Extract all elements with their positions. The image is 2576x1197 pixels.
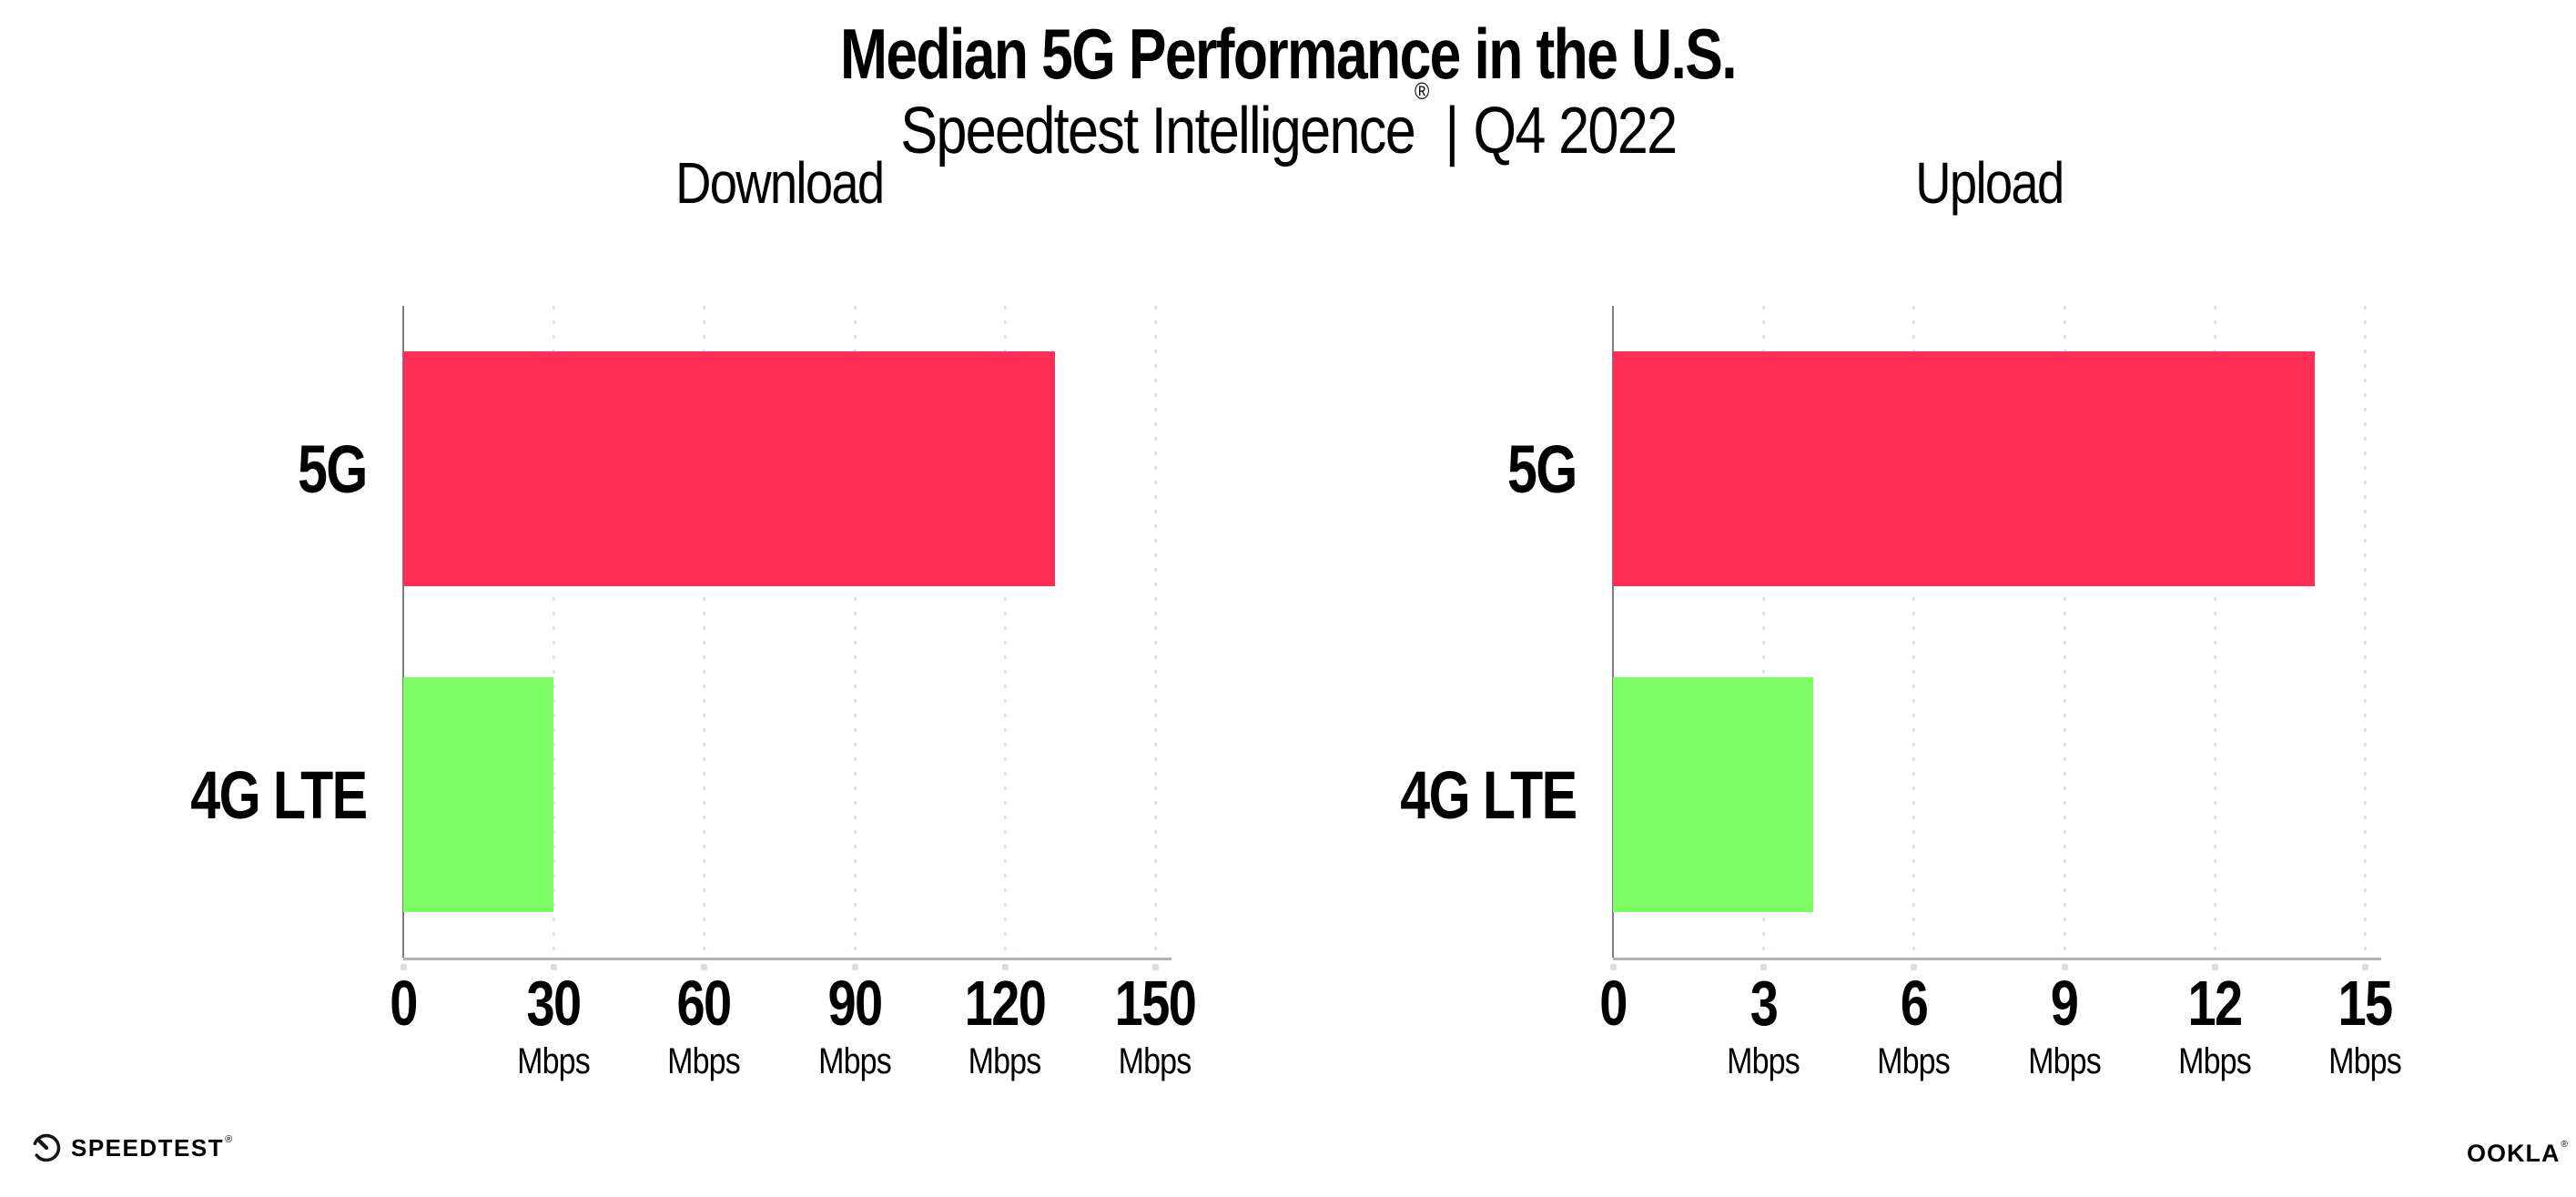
axis-tick-dot	[401, 964, 407, 970]
gridline	[2364, 306, 2367, 958]
x-tick-value: 60	[676, 968, 733, 1039]
axis-tick-dot	[1152, 964, 1159, 970]
x-tick-unit: Mbps	[1877, 1040, 1952, 1081]
upload-plot-area	[1610, 306, 2368, 970]
x-tick-unit: Mbps	[1119, 1040, 1192, 1081]
upload-chart-title: Upload	[1914, 150, 2064, 216]
category-label-5g: 5G	[298, 431, 368, 507]
x-tick-unit: Mbps	[517, 1040, 591, 1081]
x-tick-unit: Mbps	[2027, 1040, 2102, 1081]
category-label-4g-lte: 4G LTE	[190, 756, 369, 833]
axis-tick-dot	[1610, 964, 1617, 970]
category-label-4g-lte: 4G LTE	[1400, 756, 1578, 833]
page-subtitle: Speedtest Intelligence® | Q4 2022	[0, 78, 2576, 168]
speedtest-gauge-icon	[32, 1133, 61, 1162]
x-tick-value: 15	[2338, 968, 2393, 1039]
download-chart: Download 5G 4G LTE 0 30 Mbps 60 Mbps 90 Mbps 120…	[191, 137, 1197, 1147]
x-tick-value: 6	[1900, 968, 1929, 1039]
axis-tick-dot	[701, 964, 708, 970]
x-tick-unit: Mbps	[817, 1040, 892, 1081]
download-y-axis	[402, 306, 404, 958]
x-tick-unit: Mbps	[2328, 1040, 2402, 1081]
x-tick-unit: Mbps	[667, 1040, 742, 1081]
x-tick-value: 9	[2050, 968, 2079, 1039]
bar-4g-lte-download	[403, 677, 554, 912]
subtitle-brand: Speedtest Intelligence	[899, 95, 1416, 168]
x-tick-label: 15 Mbps	[2322, 968, 2408, 1081]
x-tick-label: 30 Mbps	[511, 968, 596, 1081]
gridline	[553, 306, 556, 958]
x-tick-value: 150	[1114, 968, 1197, 1039]
subtitle-separator: |	[1445, 95, 1459, 168]
axis-tick-dot	[2362, 964, 2368, 970]
x-tick-value: 0	[1599, 968, 1628, 1039]
registered-mark-icon: ®	[1414, 77, 1430, 106]
download-category-labels: 5G 4G LTE	[28, 306, 369, 958]
category-label-5g: 5G	[1507, 431, 1577, 507]
x-tick-value: 3	[1749, 968, 1778, 1039]
x-tick-value: 90	[827, 968, 883, 1039]
speedtest-logo-text: SPEEDTEST	[71, 1133, 225, 1161]
gridline	[2213, 306, 2216, 958]
x-tick-value: 0	[390, 968, 418, 1039]
download-plot-area	[401, 306, 1159, 970]
x-tick-label: 3 Mbps	[1720, 968, 1806, 1081]
speedtest-logo: SPEEDTEST ®	[31, 1132, 232, 1163]
x-tick-value: 30	[526, 968, 583, 1039]
x-tick-label: 60 Mbps	[661, 968, 746, 1081]
download-x-tick-labels: 0 30 Mbps 60 Mbps 90 Mbps 120 Mbps 150 Mbps	[390, 968, 1197, 1143]
ookla-logo: OOKLA®	[2467, 1140, 2568, 1168]
x-tick-label: 150 Mbps	[1105, 968, 1206, 1081]
download-chart-title: Download	[674, 150, 885, 216]
bar-4g-lte-upload	[1613, 677, 1814, 912]
category-row: 5G	[28, 306, 368, 632]
bar-5g-upload	[1613, 351, 2315, 586]
x-tick-value: 120	[964, 968, 1046, 1039]
category-row: 5G	[1238, 306, 1577, 632]
gridline	[1762, 306, 1766, 958]
axis-tick-dot	[1911, 964, 1918, 970]
x-tick-label: 90 Mbps	[812, 968, 898, 1081]
axis-tick-dot	[1001, 964, 1009, 970]
gridline	[1912, 306, 1916, 958]
x-tick-label: 12 Mbps	[2172, 968, 2257, 1081]
axis-tick-dot	[551, 964, 558, 970]
x-tick-label: 120 Mbps	[954, 968, 1055, 1081]
header: Median 5G Performance in the U.S. Speedt…	[0, 0, 2576, 168]
gridline	[1003, 306, 1007, 958]
subtitle-period: Q4 2022	[1473, 95, 1678, 168]
x-tick-unit: Mbps	[1727, 1040, 1800, 1081]
download-x-axis	[403, 958, 1171, 960]
ookla-registered-icon: ®	[2561, 1139, 2568, 1150]
upload-category-labels: 5G 4G LTE	[1238, 306, 1578, 958]
upload-x-axis	[1613, 958, 2381, 960]
axis-tick-dot	[2061, 964, 2068, 970]
upload-chart: Upload 5G 4G LTE 0 3 Mbps 6 Mbps 9 Mbps 12 Mbps 15…	[1401, 137, 2402, 1147]
page-title: Median 5G Performance in the U.S.	[840, 14, 1738, 94]
upload-y-axis	[1612, 306, 1614, 958]
axis-tick-dot	[1760, 964, 1768, 970]
upload-x-tick-labels: 0 3 Mbps 6 Mbps 9 Mbps 12 Mbps 15 Mbps	[1599, 968, 2401, 1143]
x-tick-unit: Mbps	[968, 1040, 1042, 1081]
gridline	[853, 306, 857, 958]
category-row: 4G LTE	[1238, 632, 1578, 958]
x-tick-unit: Mbps	[2177, 1040, 2252, 1081]
x-tick-label: 0	[1597, 968, 1630, 1039]
speedtest-registered-icon: ®	[225, 1134, 233, 1145]
axis-tick-dot	[2211, 964, 2218, 970]
x-tick-label: 6 Mbps	[1871, 968, 1956, 1081]
x-tick-value: 12	[2187, 968, 2243, 1039]
gridline	[1154, 306, 1157, 958]
x-tick-label: 0	[387, 968, 421, 1039]
gridline	[703, 306, 706, 958]
x-tick-label: 9 Mbps	[2022, 968, 2107, 1081]
category-row: 4G LTE	[28, 632, 369, 958]
gridline	[2063, 306, 2066, 958]
ookla-logo-text: OOKLA	[2467, 1140, 2561, 1167]
axis-tick-dot	[851, 964, 858, 970]
bar-5g-download	[403, 351, 1055, 586]
